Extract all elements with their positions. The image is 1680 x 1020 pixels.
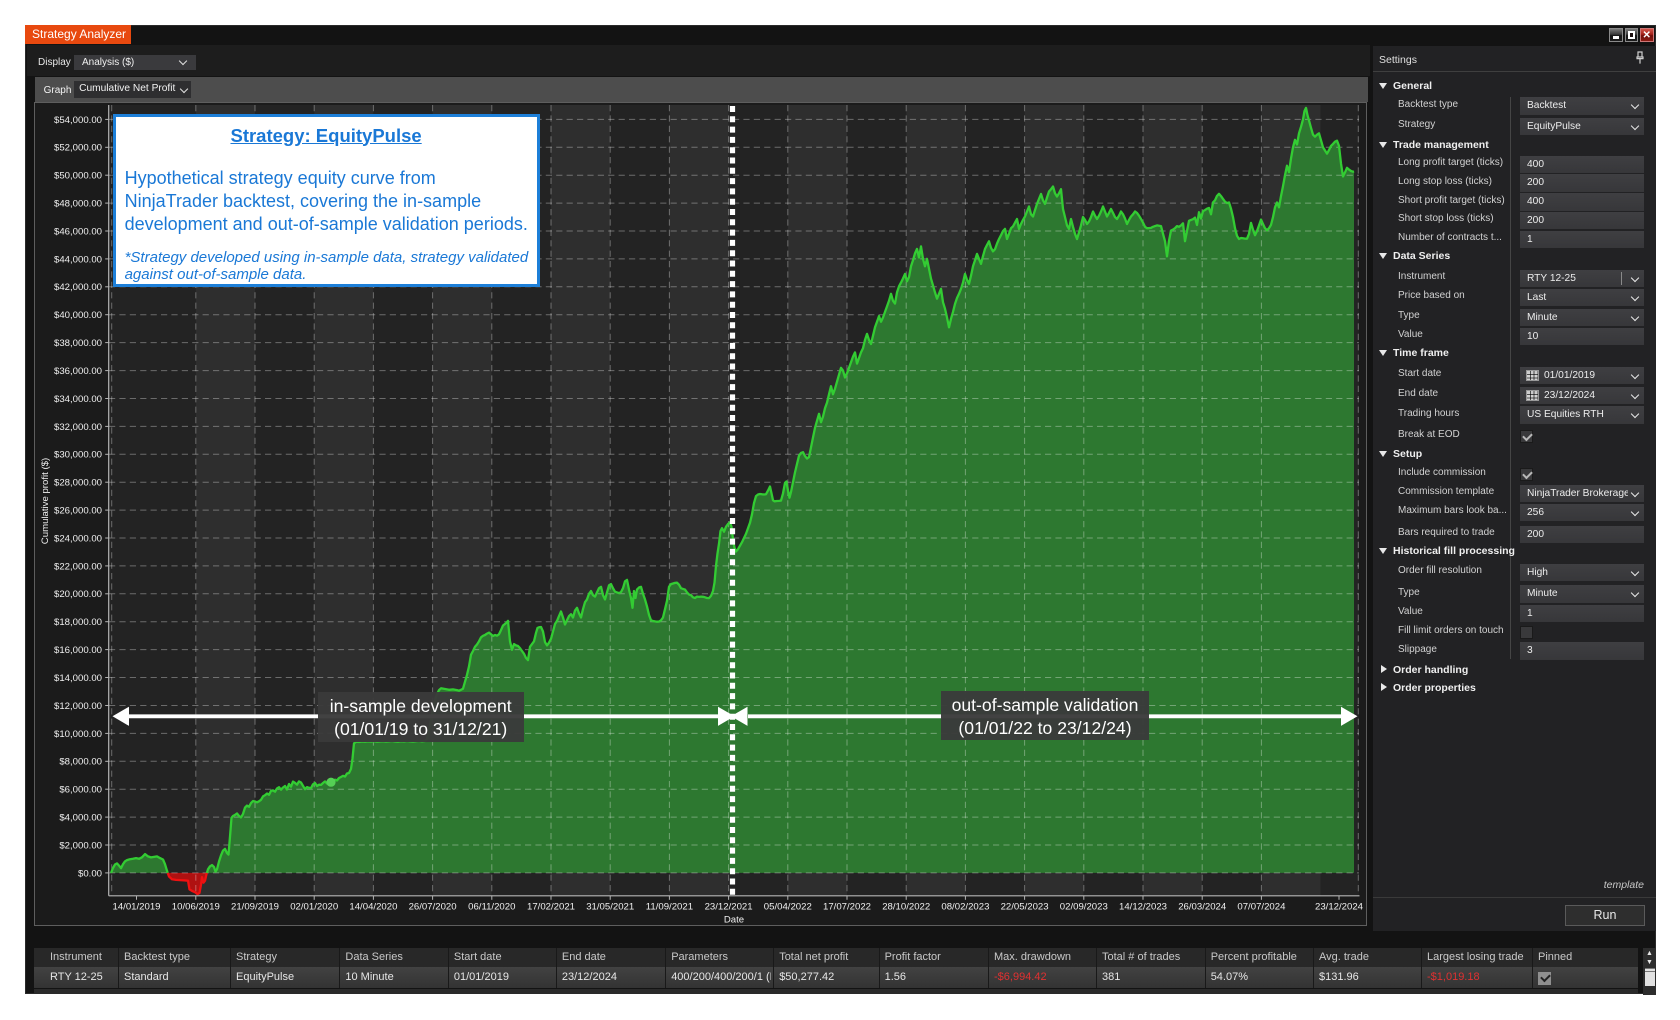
svg-text:$0.00: $0.00 [78,868,102,879]
svg-text:$42,000.00: $42,000.00 [54,282,102,293]
svg-text:$24,000.00: $24,000.00 [54,533,102,544]
svg-text:14/12/2023: 14/12/2023 [1119,902,1167,913]
svg-text:14/04/2020: 14/04/2020 [349,902,397,913]
svg-text:$38,000.00: $38,000.00 [54,338,102,349]
svg-text:$32,000.00: $32,000.00 [54,422,102,433]
svg-text:$16,000.00: $16,000.00 [54,645,102,656]
svg-text:21/09/2019: 21/09/2019 [231,902,279,913]
svg-text:$12,000.00: $12,000.00 [54,701,102,712]
svg-text:Cumulative profit ($): Cumulative profit ($) [40,458,51,544]
svg-text:$44,000.00: $44,000.00 [54,254,102,265]
svg-text:17/02/2021: 17/02/2021 [527,902,575,913]
svg-text:07/07/2024: 07/07/2024 [1237,902,1286,913]
svg-text:$40,000.00: $40,000.00 [54,310,102,321]
svg-text:23/12/2024: 23/12/2024 [1315,902,1364,913]
svg-text:Date: Date [724,915,744,926]
svg-text:$18,000.00: $18,000.00 [54,617,102,628]
svg-text:26/07/2020: 26/07/2020 [409,902,457,913]
svg-text:$36,000.00: $36,000.00 [54,366,102,377]
svg-text:06/11/2020: 06/11/2020 [468,902,515,913]
svg-text:$14,000.00: $14,000.00 [54,673,102,684]
svg-text:$50,000.00: $50,000.00 [54,171,102,182]
svg-text:$54,000.00: $54,000.00 [54,115,102,126]
svg-text:$52,000.00: $52,000.00 [54,143,102,154]
svg-text:22/05/2023: 22/05/2023 [1001,902,1049,913]
svg-text:02/09/2023: 02/09/2023 [1060,902,1108,913]
svg-text:$26,000.00: $26,000.00 [54,506,102,517]
svg-text:05/04/2022: 05/04/2022 [764,902,812,913]
svg-text:31/05/2021: 31/05/2021 [586,902,634,913]
svg-text:26/03/2024: 26/03/2024 [1178,902,1227,913]
svg-text:$22,000.00: $22,000.00 [54,561,102,572]
svg-text:17/07/2022: 17/07/2022 [823,902,871,913]
svg-text:$6,000.00: $6,000.00 [59,785,102,796]
svg-text:02/01/2020: 02/01/2020 [290,902,338,913]
svg-text:$30,000.00: $30,000.00 [54,450,102,461]
svg-text:10/06/2019: 10/06/2019 [172,902,220,913]
svg-text:$2,000.00: $2,000.00 [59,840,102,851]
svg-text:08/02/2023: 08/02/2023 [941,902,989,913]
svg-text:14/01/2019: 14/01/2019 [112,902,160,913]
svg-text:$10,000.00: $10,000.00 [54,729,102,740]
svg-text:$4,000.00: $4,000.00 [59,813,102,824]
svg-text:$28,000.00: $28,000.00 [54,478,102,489]
svg-text:$46,000.00: $46,000.00 [54,226,102,237]
svg-text:$34,000.00: $34,000.00 [54,394,102,405]
svg-text:$20,000.00: $20,000.00 [54,589,102,600]
svg-text:11/09/2021: 11/09/2021 [646,902,693,913]
svg-text:$8,000.00: $8,000.00 [59,757,102,768]
svg-text:$48,000.00: $48,000.00 [54,199,102,210]
svg-text:23/12/2021: 23/12/2021 [705,902,753,913]
svg-text:28/10/2022: 28/10/2022 [882,902,930,913]
